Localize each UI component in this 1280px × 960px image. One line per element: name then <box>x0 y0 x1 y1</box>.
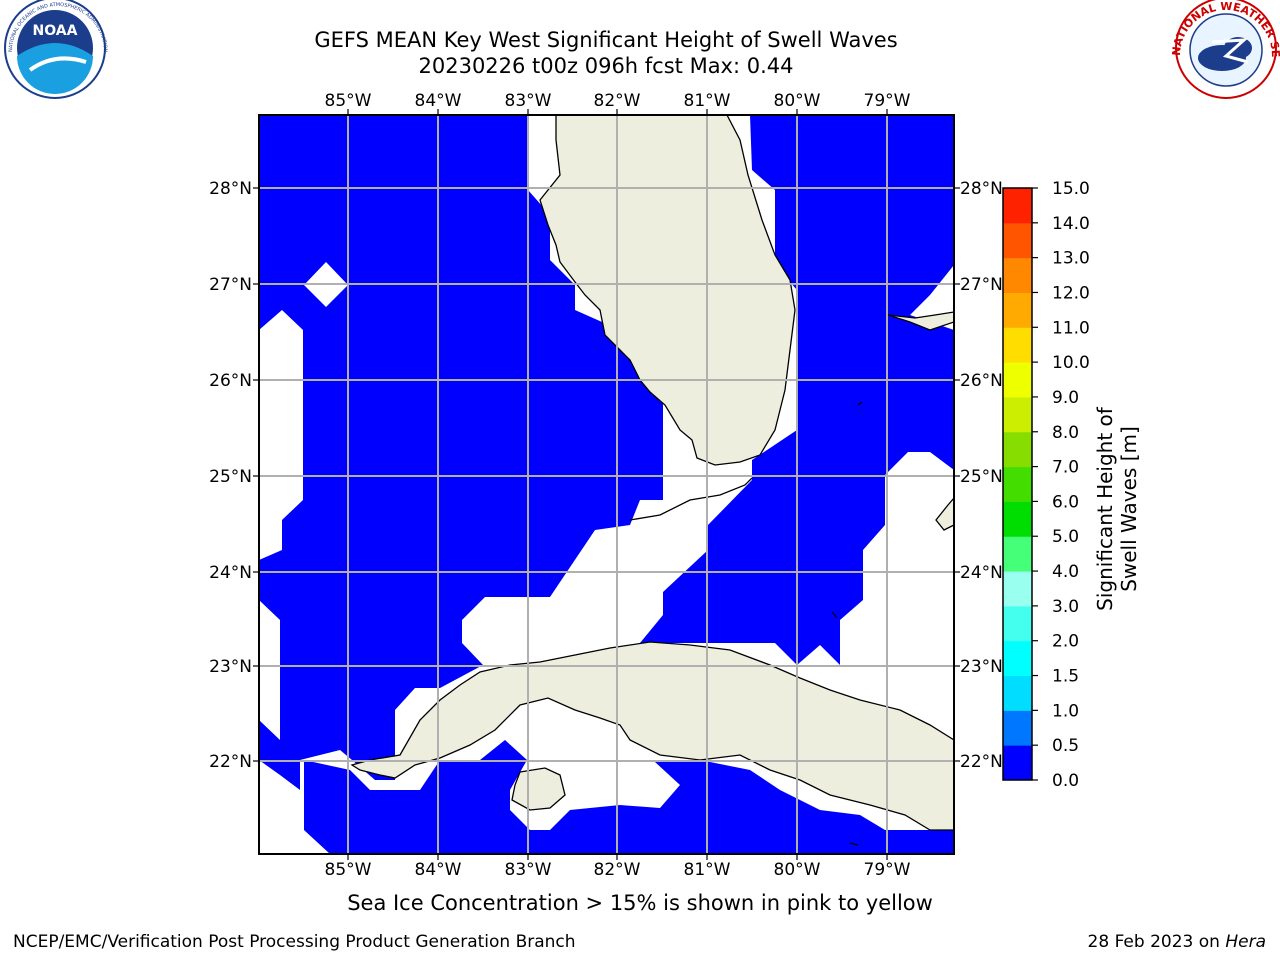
footer-date-text: 28 Feb 2023 on <box>1087 932 1226 952</box>
colorbar-tick-label: 9.0 <box>1052 388 1079 408</box>
lat-label-left: 24°N <box>209 563 252 583</box>
colorbar-swatch <box>1003 710 1032 746</box>
lat-label-right: 24°N <box>960 563 1003 583</box>
colorbar-tick-label: 4.0 <box>1052 562 1079 582</box>
noaa-logo-text: NOAA <box>33 23 78 39</box>
colorbar-tick-label: 14.0 <box>1052 214 1090 234</box>
colorbar-swatch <box>1003 327 1032 363</box>
lat-label-left: 22°N <box>209 752 252 772</box>
noaa-logo: NOAA NATIONAL OCEANIC AND ATMOSPHERIC AD… <box>0 0 108 99</box>
footer-host: Hera <box>1225 932 1266 952</box>
colorbar-swatch <box>1003 745 1032 781</box>
isla-juventud-land <box>511 767 566 811</box>
colorbar-tick-label: 2.0 <box>1052 632 1079 652</box>
florida-land <box>539 115 796 466</box>
footer-branch: NCEP/EMC/Verification Post Processing Pr… <box>13 932 576 952</box>
colorbar-swatch <box>1003 222 1032 259</box>
lat-label-right: 22°N <box>960 752 1003 772</box>
colorbar-tick-label: 15.0 <box>1052 179 1090 199</box>
colorbar-tick-label: 3.0 <box>1052 597 1079 617</box>
lon-label-top: 81°W <box>684 91 731 111</box>
lon-label-bottom: 82°W <box>594 860 641 880</box>
lat-label-right: 28°N <box>960 179 1003 199</box>
colorbar-swatch <box>1003 466 1032 502</box>
lat-label-right: 25°N <box>960 467 1003 487</box>
lat-label-left: 25°N <box>209 467 252 487</box>
colorbar-tick-label: 5.0 <box>1052 527 1079 547</box>
lon-label-top: 79°W <box>864 91 911 111</box>
colorbar-frame <box>1002 187 1033 781</box>
colorbar-swatch <box>1003 431 1032 468</box>
lat-label-left: 27°N <box>209 275 252 295</box>
svg-text:NATIONAL WEATHER SERVICE: NATIONAL WEATHER SERVICE <box>0 0 1280 58</box>
colorbar: 0.0 0.5 1.0 1.5 2.0 3.0 4.0 5.0 6.0 7.0 8.0 9.0 10.0… <box>1002 179 1090 791</box>
colorbar-tick-label: 1.5 <box>1052 667 1079 687</box>
colorbar-tick-label: 10.0 <box>1052 353 1090 373</box>
swell-area-southwest <box>304 740 954 854</box>
lat-label-right: 27°N <box>960 275 1003 295</box>
lon-label-bottom: 83°W <box>505 860 552 880</box>
colorbar-swatch <box>1003 292 1032 328</box>
colorbar-swatch <box>1003 188 1032 224</box>
lon-label-top: 83°W <box>505 91 552 111</box>
chart-title-line1: GEFS MEAN Key West Significant Height of… <box>314 28 898 52</box>
colorbar-swatch <box>1003 257 1032 293</box>
lat-label-left: 23°N <box>209 657 252 677</box>
bahamas-land <box>887 311 954 331</box>
map-grid <box>259 115 954 854</box>
bahamas-andros-land <box>935 497 954 531</box>
colorbar-swatch <box>1003 571 1032 607</box>
lat-label-left: 28°N <box>209 179 252 199</box>
lat-label-right: 23°N <box>960 657 1003 677</box>
footer-date: 28 Feb 2023 on Hera <box>1088 932 1266 952</box>
lon-label-bottom: 80°W <box>774 860 821 880</box>
colorbar-tick-label: 0.5 <box>1052 736 1079 756</box>
lon-label-bottom: 81°W <box>684 860 731 880</box>
colorbar-tick-label: 6.0 <box>1052 492 1079 512</box>
colorbar-tick-label: 0.0 <box>1052 771 1079 791</box>
colorbar-swatch <box>1003 605 1032 642</box>
sea-ice-caption: Sea Ice Concentration > 15% is shown in … <box>347 891 933 915</box>
colorbar-swatch <box>1003 536 1032 572</box>
chart-title-line2: 20230226 t00z 096h fcst Max: 0.44 <box>418 54 794 78</box>
colorbar-tick-label: 7.0 <box>1052 458 1079 478</box>
lon-label-bottom: 85°W <box>325 860 372 880</box>
colorbar-tick-label: 12.0 <box>1052 283 1090 303</box>
colorbar-swatch <box>1003 501 1032 537</box>
lon-label-top: 80°W <box>774 91 821 111</box>
colorbar-label: Significant Height of Swell Waves [m] <box>1093 407 1141 611</box>
lat-label-left: 26°N <box>209 371 252 391</box>
nws-ring-text: NATIONAL WEATHER SERVICE <box>0 0 1280 58</box>
lon-label-top: 85°W <box>325 91 372 111</box>
colorbar-tick-label: 8.0 <box>1052 423 1079 443</box>
colorbar-tick-label: 1.0 <box>1052 701 1079 721</box>
lon-label-top: 82°W <box>594 91 641 111</box>
map-frame <box>258 114 955 855</box>
lon-label-bottom: 84°W <box>415 860 462 880</box>
cuba-land <box>350 641 954 831</box>
colorbar-swatch <box>1003 675 1032 711</box>
nws-logo: NATIONAL WEATHER SERVICE <box>0 0 1280 99</box>
lat-label-right: 26°N <box>960 371 1003 391</box>
lon-label-top: 84°W <box>415 91 462 111</box>
colorbar-swatch <box>1003 362 1032 398</box>
colorbar-tick-label: 13.0 <box>1052 249 1090 269</box>
lon-label-bottom: 79°W <box>864 860 911 880</box>
colorbar-swatch <box>1003 396 1032 433</box>
colorbar-tick-label: 11.0 <box>1052 318 1090 338</box>
colorbar-swatch <box>1003 640 1032 677</box>
